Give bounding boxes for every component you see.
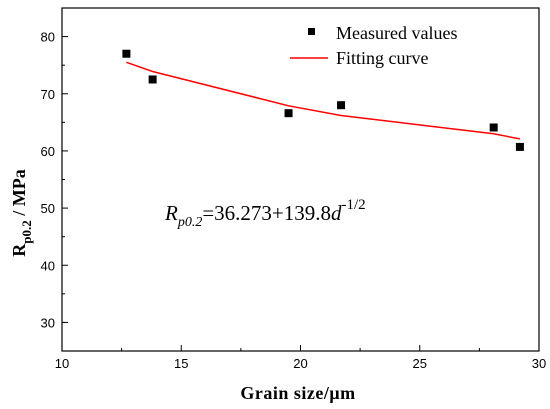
y-tick-label: 30 [41, 315, 55, 330]
fit-equation-body: =36.273+139.8 [202, 201, 331, 225]
fitting-curve-line [126, 61, 521, 140]
legend-label-fitting: Fitting curve [336, 48, 429, 68]
fit-equation-r: R [164, 201, 178, 225]
fit-equation-subscript: p0.2 [177, 215, 203, 230]
tick-layer: 10 15 20 25 30 30 40 50 60 70 80 [41, 30, 547, 371]
x-tick-label: 20 [293, 356, 307, 371]
fit-layer [126, 61, 521, 140]
measured-point [122, 49, 131, 58]
legend-label-measured: Measured values [336, 23, 457, 43]
y-axis-title-unit: / MPa [9, 169, 29, 220]
y-tick-label: 80 [41, 30, 55, 45]
x-tick-label: 15 [174, 356, 188, 371]
x-tick-label: 25 [413, 356, 427, 371]
x-axis-title: Grain size/μm [240, 383, 355, 403]
y-tick-label: 70 [41, 87, 55, 102]
y-axis-title-subscript: p0.2 [19, 220, 34, 243]
plot-area-frame [61, 7, 540, 352]
marker-layer [122, 49, 524, 151]
fit-equation-exponent: -1/2 [342, 197, 366, 213]
x-tick-label: 30 [532, 356, 546, 371]
y-axis-title: Rp0.2 / MPa [9, 169, 34, 256]
measured-point [337, 101, 346, 110]
y-axis-title-r: R [9, 243, 29, 257]
y-tick-label: 60 [41, 144, 55, 159]
measured-point [489, 123, 498, 132]
measured-point [148, 75, 157, 84]
y-tick-label: 50 [41, 201, 55, 216]
fit-equation: Rp0.2=36.273+139.8d-1/2 [164, 197, 366, 230]
y-tick-label: 40 [41, 258, 55, 273]
measured-point [515, 142, 524, 151]
measured-point [284, 109, 293, 118]
fit-equation-d: d [331, 201, 342, 225]
legend: Measured values Fitting curve [290, 23, 457, 68]
legend-marker-measured [308, 28, 315, 35]
x-tick-label: 10 [55, 356, 69, 371]
